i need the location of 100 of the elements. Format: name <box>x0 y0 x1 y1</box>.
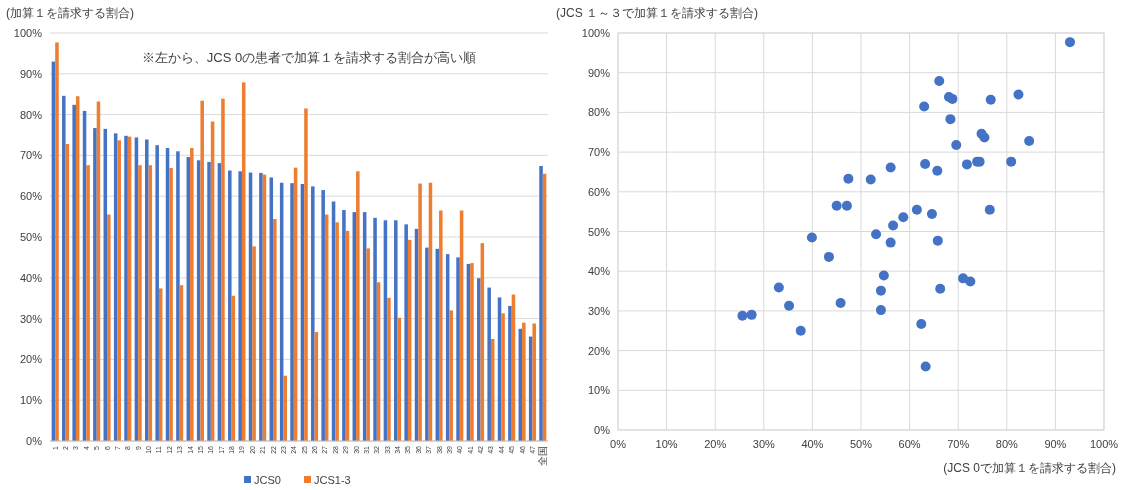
point <box>871 229 882 240</box>
point <box>945 114 956 125</box>
bar <box>252 246 256 441</box>
y-tick-label: 10% <box>19 394 43 407</box>
bar <box>425 247 429 441</box>
bar <box>283 375 287 441</box>
bar <box>169 168 173 441</box>
y-tick-label: 30% <box>587 304 611 317</box>
y-tick-label: 60% <box>19 190 43 203</box>
bar <box>321 190 325 441</box>
x-tick-label: 50% <box>849 438 873 450</box>
x-tick-label: 全国 <box>537 446 549 466</box>
point <box>878 270 889 281</box>
bar <box>62 95 66 441</box>
point <box>932 165 943 176</box>
bar <box>190 148 194 441</box>
x-tick-label: 70% <box>947 438 970 450</box>
point <box>934 76 945 87</box>
bar <box>228 170 232 441</box>
bar <box>387 297 391 441</box>
point <box>911 204 922 215</box>
point <box>926 209 937 220</box>
x-tick-label: 10% <box>655 438 678 450</box>
bar <box>477 278 481 441</box>
bar <box>117 140 121 441</box>
bar <box>439 210 443 441</box>
y-axis-title: (JCS １～３で加算１を請求する割合) <box>556 6 758 20</box>
y-axis-title: (加算１を請求する割合) <box>6 6 134 20</box>
point <box>806 232 817 243</box>
bar <box>145 139 149 441</box>
point <box>920 361 931 372</box>
bar <box>124 135 128 441</box>
bar <box>335 222 339 441</box>
y-tick-label: 100% <box>581 27 611 39</box>
point <box>935 283 946 294</box>
point <box>943 91 954 102</box>
x-axis-title: (JCS 0で加算１を請求する割合) <box>943 461 1116 475</box>
point <box>898 212 909 223</box>
bar <box>470 263 474 441</box>
point <box>885 162 896 173</box>
y-tick-label: 80% <box>19 108 43 121</box>
bar <box>176 151 180 441</box>
point <box>843 173 854 184</box>
bar <box>311 186 315 441</box>
bar <box>394 220 398 441</box>
point <box>1013 89 1024 100</box>
point <box>961 159 972 170</box>
bar <box>155 145 159 441</box>
bar <box>207 161 211 441</box>
y-tick-label: 60% <box>587 185 611 198</box>
point <box>875 305 886 316</box>
bar <box>418 183 422 441</box>
bar <box>304 108 308 441</box>
point <box>841 200 852 211</box>
y-tick-label: 70% <box>19 149 43 162</box>
bar <box>373 217 377 441</box>
bar <box>449 310 453 441</box>
bar <box>93 128 97 441</box>
bar <box>55 42 59 441</box>
y-tick-label: 90% <box>19 67 43 80</box>
y-tick-label: 40% <box>19 271 43 284</box>
legend-label: JCS1-3 <box>314 474 351 486</box>
point <box>920 159 931 170</box>
point <box>919 101 930 112</box>
x-tick-label: 40% <box>801 438 824 450</box>
y-tick-label: 90% <box>587 66 611 79</box>
bar <box>200 100 204 441</box>
bar <box>259 172 263 441</box>
bar <box>290 183 294 441</box>
point <box>784 300 795 311</box>
point <box>835 297 846 308</box>
point <box>885 237 896 248</box>
y-tick-label: 100% <box>13 27 43 39</box>
x-tick-label: 0% <box>610 438 627 450</box>
bar <box>522 322 526 441</box>
bar <box>539 166 543 441</box>
bar <box>107 214 111 441</box>
bar <box>532 323 536 441</box>
point <box>958 273 969 284</box>
y-tick-label: 20% <box>587 344 611 357</box>
point <box>932 235 943 246</box>
y-tick-label: 70% <box>587 146 611 159</box>
point <box>773 282 784 293</box>
bar <box>487 287 491 441</box>
point <box>951 139 962 150</box>
bar <box>138 165 142 441</box>
y-tick-label: 20% <box>19 353 43 366</box>
y-tick-label: 0% <box>594 424 611 436</box>
point <box>984 204 995 215</box>
x-tick-label: 80% <box>995 438 1019 450</box>
point <box>737 310 748 321</box>
point <box>865 174 876 185</box>
point <box>1064 37 1075 48</box>
point <box>985 94 996 105</box>
x-tick-label: 30% <box>752 438 776 450</box>
y-tick-label: 40% <box>587 265 611 278</box>
bar <box>86 165 90 441</box>
bar <box>508 305 512 441</box>
legend-label: JCS0 <box>254 474 281 486</box>
bar <box>342 210 346 441</box>
